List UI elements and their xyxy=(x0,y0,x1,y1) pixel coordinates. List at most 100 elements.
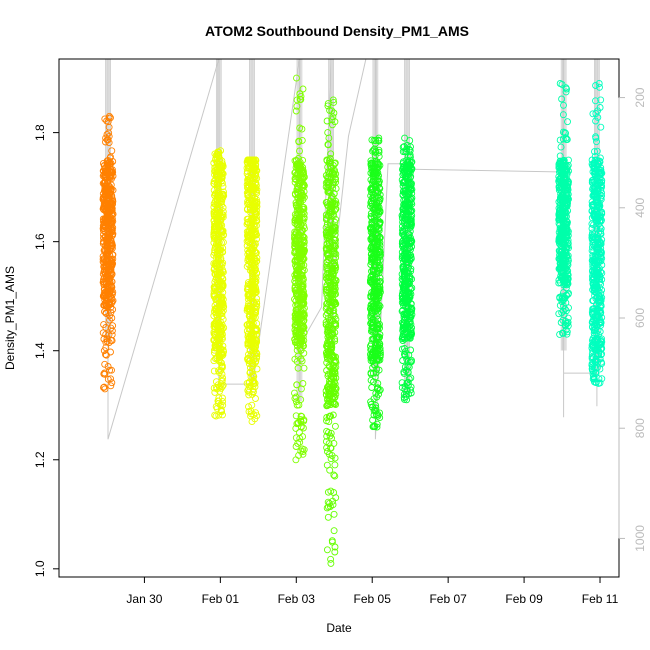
data-point xyxy=(248,194,256,202)
data-point xyxy=(405,231,412,239)
data-point xyxy=(598,189,606,197)
data-point xyxy=(407,300,415,308)
data-point xyxy=(400,204,408,212)
data-point xyxy=(556,233,564,241)
data-point xyxy=(398,226,406,234)
data-point xyxy=(597,351,605,359)
data-point xyxy=(295,230,303,238)
data-point xyxy=(323,259,331,267)
data-point xyxy=(591,148,598,156)
series-5 xyxy=(322,96,340,567)
data-point xyxy=(325,188,333,196)
data-point xyxy=(400,284,408,292)
data-point xyxy=(556,80,564,87)
data-point xyxy=(300,317,308,325)
data-point xyxy=(589,338,597,346)
data-point xyxy=(369,253,377,261)
data-point xyxy=(376,207,384,215)
data-point xyxy=(218,370,226,378)
data-point xyxy=(300,349,308,357)
data-point xyxy=(555,276,563,284)
data-point xyxy=(330,388,338,396)
series-1 xyxy=(99,112,117,393)
data-point xyxy=(596,154,604,162)
data-point xyxy=(592,364,600,372)
data-point xyxy=(219,281,227,289)
data-point xyxy=(107,382,115,390)
data-point xyxy=(107,217,115,225)
data-point xyxy=(243,242,251,250)
data-point xyxy=(560,101,567,109)
data-point xyxy=(594,190,602,197)
data-point xyxy=(593,138,600,146)
data-point xyxy=(369,184,377,192)
data-point xyxy=(563,330,571,338)
data-point xyxy=(375,137,383,145)
y-tick-label: 1.6 xyxy=(33,233,47,250)
x-tick-label: Feb 09 xyxy=(505,592,543,606)
data-point xyxy=(251,261,259,269)
data-point xyxy=(331,223,338,231)
data-point xyxy=(375,219,383,227)
data-point xyxy=(331,472,339,480)
data-point xyxy=(331,393,339,401)
data-point xyxy=(249,359,257,367)
data-point xyxy=(291,389,298,397)
data-point xyxy=(102,134,110,142)
series-6 xyxy=(366,134,384,431)
data-point xyxy=(210,177,218,185)
data-point xyxy=(373,423,381,431)
data-point xyxy=(406,280,413,287)
data-point xyxy=(295,429,303,436)
data-point xyxy=(253,196,260,204)
data-point xyxy=(298,136,306,144)
data-point xyxy=(246,177,254,185)
data-point xyxy=(331,118,339,126)
data-point xyxy=(596,178,604,186)
data-point xyxy=(108,314,116,322)
x-axis-label: Date xyxy=(326,621,352,635)
data-point xyxy=(292,286,300,294)
data-point xyxy=(214,326,222,334)
data-point xyxy=(213,354,221,362)
data-point xyxy=(213,335,221,342)
data-point xyxy=(373,325,381,333)
data-point xyxy=(295,165,303,173)
data-point xyxy=(325,352,333,360)
data-point xyxy=(368,308,376,316)
data-point xyxy=(370,289,378,297)
data-point xyxy=(247,412,255,420)
data-point xyxy=(296,299,304,307)
data-point xyxy=(405,191,413,199)
data-point xyxy=(400,143,408,151)
data-point xyxy=(248,216,256,224)
data-point xyxy=(247,156,255,164)
data-point xyxy=(217,147,225,155)
data-point xyxy=(372,296,380,304)
data-point xyxy=(331,543,339,551)
data-point xyxy=(376,285,384,293)
data-point xyxy=(300,205,308,213)
data-point xyxy=(102,351,109,358)
data-point xyxy=(562,257,570,265)
data-point xyxy=(592,82,600,89)
data-point xyxy=(102,338,110,346)
data-point xyxy=(367,304,375,312)
data-point xyxy=(330,510,338,518)
data-point xyxy=(299,280,307,288)
data-point xyxy=(217,273,225,280)
data-point xyxy=(247,288,255,296)
data-point xyxy=(593,269,601,277)
data-point xyxy=(108,259,116,267)
series-2 xyxy=(210,147,228,420)
data-point xyxy=(591,170,599,178)
series-3 xyxy=(243,156,261,426)
data-point xyxy=(330,471,338,479)
data-point xyxy=(592,196,600,204)
data-point xyxy=(102,351,110,359)
data-point xyxy=(329,229,337,237)
data-point xyxy=(559,307,567,315)
data-point xyxy=(300,188,308,196)
data-point xyxy=(325,322,333,330)
data-point xyxy=(299,175,307,183)
